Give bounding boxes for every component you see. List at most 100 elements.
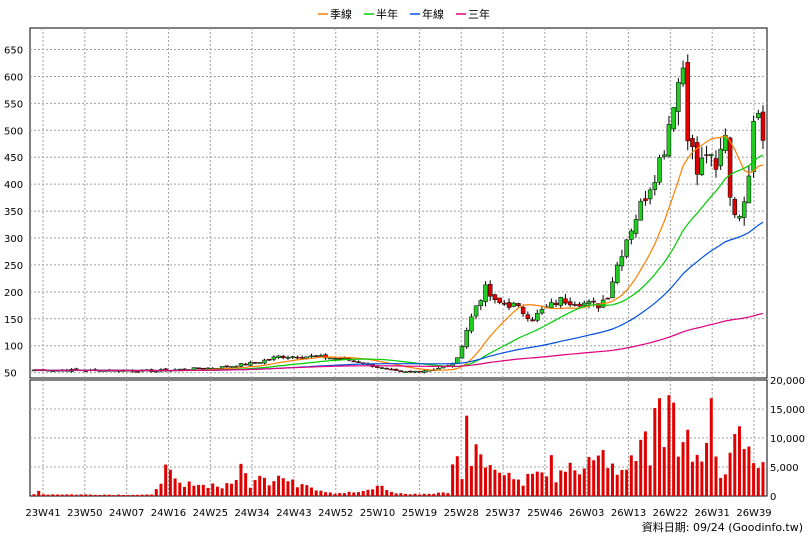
x-tick-label: 24W43: [276, 508, 311, 519]
candle-body: [516, 303, 521, 307]
candle-body: [229, 366, 234, 368]
legend-label-1: 半年: [376, 7, 398, 21]
volume-bar: [549, 455, 553, 496]
candle-body: [337, 358, 342, 360]
candle-body: [257, 362, 263, 364]
volume-tick-label: 0: [770, 492, 776, 503]
volume-bar: [211, 483, 215, 496]
volume-bar: [606, 468, 610, 496]
volume-bar: [248, 487, 252, 496]
x-tick-label: 24W07: [109, 508, 144, 519]
volume-bar: [474, 444, 478, 496]
candle-body: [760, 111, 766, 141]
volume-bar: [413, 493, 417, 496]
candle-body: [572, 304, 578, 306]
candle-body: [520, 307, 526, 314]
volume-bar: [516, 479, 520, 496]
x-tick-label: 24W16: [151, 508, 186, 519]
candle-body: [196, 367, 201, 369]
x-tick-label: 25W28: [444, 508, 479, 519]
volume-bar: [488, 465, 492, 496]
volume-bar: [84, 494, 88, 496]
price-tick-label: 500: [4, 126, 23, 137]
volume-bar: [761, 462, 765, 496]
x-tick-label: 26W03: [569, 508, 604, 519]
candle-body: [676, 82, 681, 112]
x-tick-label: 25W46: [527, 508, 562, 519]
volume-bar: [582, 468, 586, 496]
volume-tick-label: 15,000: [770, 405, 805, 416]
volume-bar: [436, 492, 440, 496]
volume-bar: [385, 490, 389, 496]
volume-bar: [681, 442, 685, 496]
price-tick-label: 100: [4, 342, 23, 353]
candle-body: [718, 148, 723, 167]
volume-bar: [103, 494, 107, 496]
volume-bar: [728, 452, 732, 496]
volume-bar: [314, 490, 318, 496]
volume-bar: [88, 494, 92, 496]
volume-bar: [418, 494, 422, 496]
volume-bar: [455, 456, 459, 496]
candle-body: [582, 302, 587, 306]
candle-body: [497, 297, 502, 303]
volume-bar: [676, 456, 680, 496]
candle-body: [464, 330, 469, 348]
volume-bar: [267, 485, 271, 496]
volume-bar: [634, 460, 638, 496]
volume-bar: [507, 472, 511, 496]
volume-bar: [51, 494, 55, 496]
candle-body: [309, 355, 314, 358]
volume-bar: [46, 494, 50, 496]
volume-bar: [234, 480, 238, 496]
candle-body: [506, 302, 512, 308]
price-tick-label: 650: [4, 46, 23, 57]
candle-body: [666, 124, 672, 157]
candle-body: [577, 303, 582, 307]
candle-body: [332, 358, 338, 360]
volume-bar: [375, 485, 379, 496]
candle-body: [567, 301, 573, 306]
candle-body: [393, 368, 399, 371]
volume-bar: [371, 489, 375, 496]
candle-body: [238, 363, 244, 367]
volume-bar: [695, 454, 699, 496]
price-tick-label: 400: [4, 180, 23, 191]
volume-bar: [498, 472, 502, 496]
volume-bar: [272, 481, 276, 496]
x-tick-label: 24W25: [193, 508, 228, 519]
volume-bar: [563, 471, 567, 496]
candle-body: [403, 371, 408, 373]
volume-bar: [460, 479, 464, 496]
candle-body: [638, 200, 643, 221]
candle-body: [647, 189, 653, 200]
volume-bar: [408, 494, 412, 496]
volume-bar: [427, 493, 431, 496]
volume-bar: [183, 486, 187, 496]
volume-bar: [380, 485, 384, 496]
volume-bar: [291, 479, 295, 496]
volume-bar: [686, 429, 690, 496]
volume-bar: [328, 492, 332, 496]
volume-bar: [150, 494, 154, 496]
volume-bar: [178, 482, 182, 496]
candle-body: [727, 137, 733, 198]
volume-bar: [545, 476, 549, 496]
candle-body: [248, 362, 253, 366]
volume-bar: [596, 455, 600, 496]
ma-line-3: [33, 312, 764, 372]
volume-bar: [737, 426, 741, 496]
volume-bar: [338, 493, 342, 496]
candle-body: [285, 357, 291, 359]
candle-body: [629, 230, 634, 240]
grid-lines: [30, 28, 767, 496]
volume-bar: [145, 494, 149, 496]
volume-bar: [540, 472, 544, 496]
candle-body: [342, 357, 347, 360]
legend-label-2: 年線: [422, 7, 444, 21]
candle-body: [356, 361, 361, 363]
candle-body: [671, 107, 676, 130]
volume-bar: [244, 473, 248, 496]
candle-body: [323, 354, 328, 359]
